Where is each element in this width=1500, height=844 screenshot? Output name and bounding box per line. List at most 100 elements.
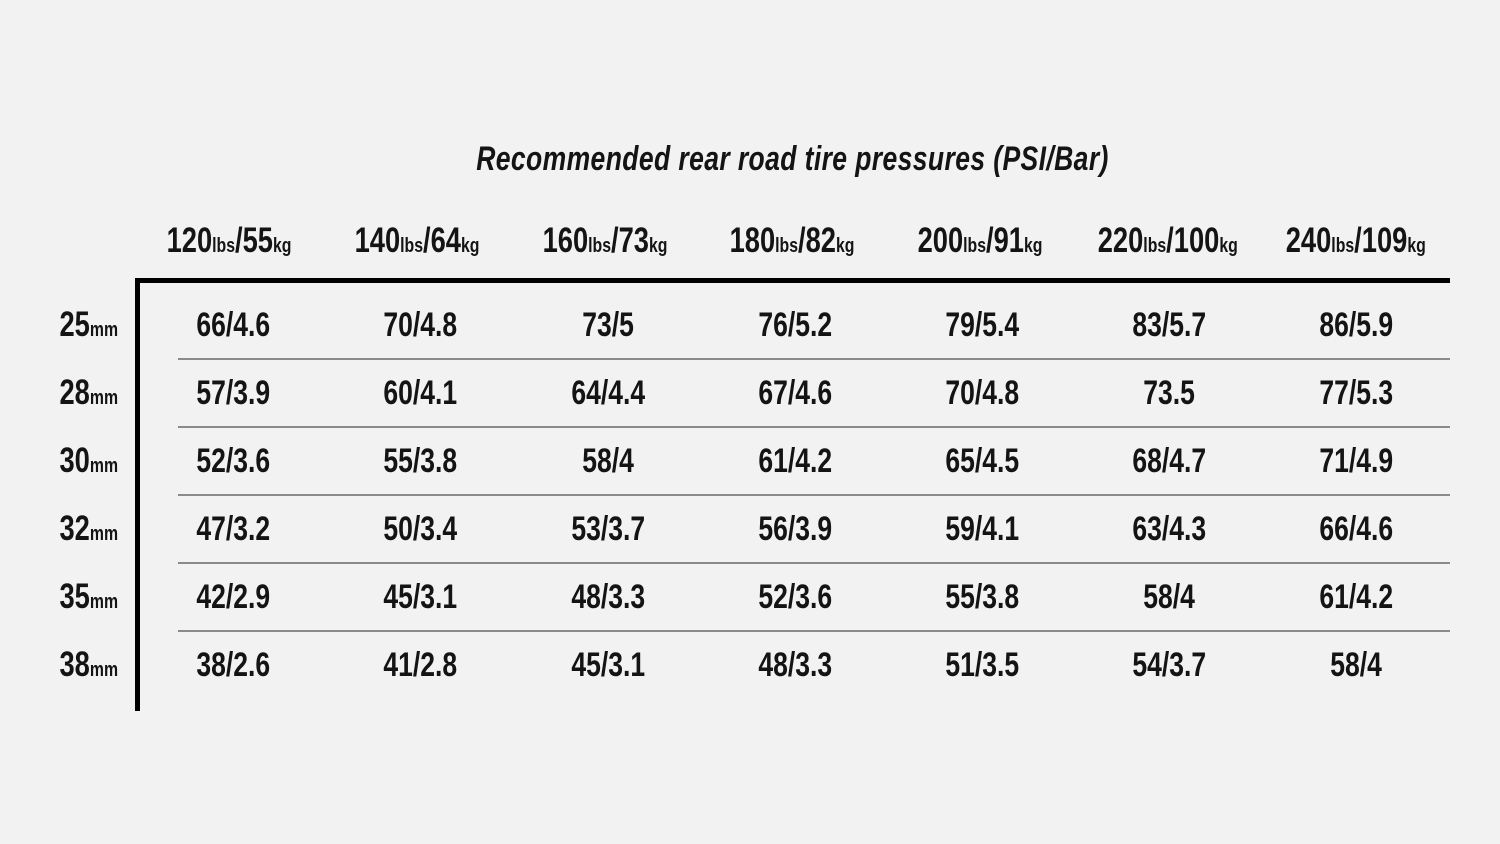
table-row-30mm: 52/3.6 55/3.8 58/4 61/4.2 65/4.5 68/4.7 … xyxy=(140,427,1450,496)
pressure-cell: 68/4.7 xyxy=(1132,441,1207,480)
row-header-38mm: 38mm xyxy=(38,631,118,699)
pressure-cell: 66/4.6 xyxy=(196,305,271,344)
pressure-cell: 45/3.1 xyxy=(570,645,645,684)
kg-unit-label: kg xyxy=(1219,235,1239,257)
chart-title: Recommended rear road tire pressures (PS… xyxy=(135,140,1450,186)
tire-size-value: 25 xyxy=(59,305,90,344)
pressure-cell: 77/5.3 xyxy=(1319,373,1394,412)
column-header-240lbs: 240lbs/109kg xyxy=(1262,212,1450,270)
kg-unit-label: kg xyxy=(648,235,668,257)
weight-lbs-value: 240 xyxy=(1286,221,1332,260)
pressure-cell: 45/3.1 xyxy=(383,577,458,616)
row-header-30mm: 30mm xyxy=(38,427,118,495)
table-row-35mm: 42/2.9 45/3.1 48/3.3 52/3.6 55/3.8 58/4 … xyxy=(140,563,1450,632)
row-header-28mm: 28mm xyxy=(38,359,118,427)
pressure-cell: 76/5.2 xyxy=(758,305,832,344)
pressure-cell: 86/5.9 xyxy=(1319,305,1394,344)
pressure-cell: 67/4.6 xyxy=(758,373,832,412)
weight-lbs-value: 200 xyxy=(917,221,964,260)
slash-separator: / xyxy=(1166,221,1175,260)
pressure-cell: 42/2.9 xyxy=(196,577,271,616)
table-row-32mm: 47/3.2 50/3.4 53/3.7 56/3.9 59/4.1 63/4.… xyxy=(140,495,1450,564)
slash-separator: / xyxy=(422,221,431,260)
row-header-35mm: 35mm xyxy=(38,563,118,631)
pressure-cell: 58/4 xyxy=(582,441,634,480)
pressure-cell: 54/3.7 xyxy=(1132,645,1207,684)
column-header-200lbs: 200lbs/91kg xyxy=(886,212,1074,270)
kg-unit-label: kg xyxy=(460,235,480,257)
slash-separator: / xyxy=(1354,221,1363,260)
pressure-cell: 38/2.6 xyxy=(196,645,271,684)
mm-unit-label: mm xyxy=(89,319,118,341)
weight-lbs-value: 220 xyxy=(1098,221,1144,260)
pressure-cell: 52/3.6 xyxy=(758,577,832,616)
pressure-cell: 64/4.4 xyxy=(570,373,645,412)
pressure-cell: 60/4.1 xyxy=(383,373,458,412)
column-headers: 120lbs/55kg 140lbs/64kg 160lbs/73kg 180l… xyxy=(135,212,1450,270)
pressure-cell: 58/4 xyxy=(1330,645,1383,684)
table-row-38mm: 38/2.6 41/2.8 45/3.1 48/3.3 51/3.5 54/3.… xyxy=(140,631,1450,699)
mm-unit-label: mm xyxy=(89,523,118,545)
pressure-cell: 61/4.2 xyxy=(1319,577,1394,616)
pressure-cell: 55/3.8 xyxy=(383,441,458,480)
slash-separator: / xyxy=(798,221,807,260)
slash-separator: / xyxy=(234,221,243,260)
mm-unit-label: mm xyxy=(89,387,118,409)
kg-unit-label: kg xyxy=(836,235,855,257)
pressure-cell: 65/4.5 xyxy=(945,441,1019,480)
pressure-cell: 70/4.8 xyxy=(945,373,1019,412)
weight-kg-value: 82 xyxy=(806,221,837,260)
weight-kg-value: 73 xyxy=(618,221,649,260)
pressure-cell: 66/4.6 xyxy=(1319,509,1394,548)
weight-lbs-value: 160 xyxy=(542,221,588,260)
column-header-160lbs: 160lbs/73kg xyxy=(511,212,699,270)
pressure-cell: 48/3.3 xyxy=(570,577,645,616)
weight-lbs-value: 140 xyxy=(354,221,400,260)
column-header-180lbs: 180lbs/82kg xyxy=(699,212,887,270)
kg-unit-label: kg xyxy=(272,235,292,257)
row-header-32mm: 32mm xyxy=(38,495,118,563)
pressure-cell: 56/3.9 xyxy=(758,509,832,548)
pressure-cell: 48/3.3 xyxy=(758,645,832,684)
weight-kg-value: 109 xyxy=(1362,221,1408,260)
lbs-unit-label: lbs xyxy=(1143,235,1167,257)
row-header-25mm: 25mm xyxy=(38,291,118,359)
pressure-cell: 73.5 xyxy=(1143,373,1196,412)
kg-unit-label: kg xyxy=(1024,235,1043,257)
column-header-120lbs: 120lbs/55kg xyxy=(135,212,323,270)
tire-size-value: 35 xyxy=(59,577,90,616)
tire-size-value: 38 xyxy=(59,645,90,684)
weight-kg-value: 100 xyxy=(1174,221,1220,260)
lbs-unit-label: lbs xyxy=(212,235,235,257)
lbs-unit-label: lbs xyxy=(963,235,987,257)
pressure-cell: 50/3.4 xyxy=(383,509,458,548)
pressure-cell: 52/3.6 xyxy=(196,441,271,480)
pressure-cell: 51/3.5 xyxy=(945,645,1019,684)
mm-unit-label: mm xyxy=(89,455,118,477)
table-body: 66/4.6 70/4.8 73/5 76/5.2 79/5.4 83/5.7 … xyxy=(135,278,1450,711)
kg-unit-label: kg xyxy=(1407,235,1427,257)
tire-size-value: 30 xyxy=(59,441,90,480)
pressure-cell: 79/5.4 xyxy=(945,305,1019,344)
pressure-cell: 59/4.1 xyxy=(945,509,1019,548)
tire-size-value: 32 xyxy=(59,509,90,548)
mm-unit-label: mm xyxy=(89,591,118,613)
pressure-cell: 61/4.2 xyxy=(758,441,832,480)
lbs-unit-label: lbs xyxy=(587,235,611,257)
weight-lbs-value: 180 xyxy=(730,221,776,260)
pressure-cell: 41/2.8 xyxy=(383,645,458,684)
pressure-cell: 57/3.9 xyxy=(196,373,271,412)
pressure-cell: 73/5 xyxy=(582,305,634,344)
chart-title-text: Recommended rear road tire pressures (PS… xyxy=(476,140,1109,178)
table-row-28mm: 57/3.9 60/4.1 64/4.4 67/4.6 70/4.8 73.5 … xyxy=(140,359,1450,428)
tire-size-value: 28 xyxy=(59,373,90,412)
pressure-cell: 53/3.7 xyxy=(570,509,645,548)
pressure-cell: 47/3.2 xyxy=(196,509,271,548)
table-row-25mm: 66/4.6 70/4.8 73/5 76/5.2 79/5.4 83/5.7 … xyxy=(140,291,1450,360)
pressure-cell: 63/4.3 xyxy=(1132,509,1207,548)
slash-separator: / xyxy=(610,221,619,260)
pressure-cell: 83/5.7 xyxy=(1132,305,1207,344)
row-headers: 25mm 28mm 30mm 32mm 35mm 38mm xyxy=(38,291,118,699)
weight-lbs-value: 120 xyxy=(166,221,213,260)
